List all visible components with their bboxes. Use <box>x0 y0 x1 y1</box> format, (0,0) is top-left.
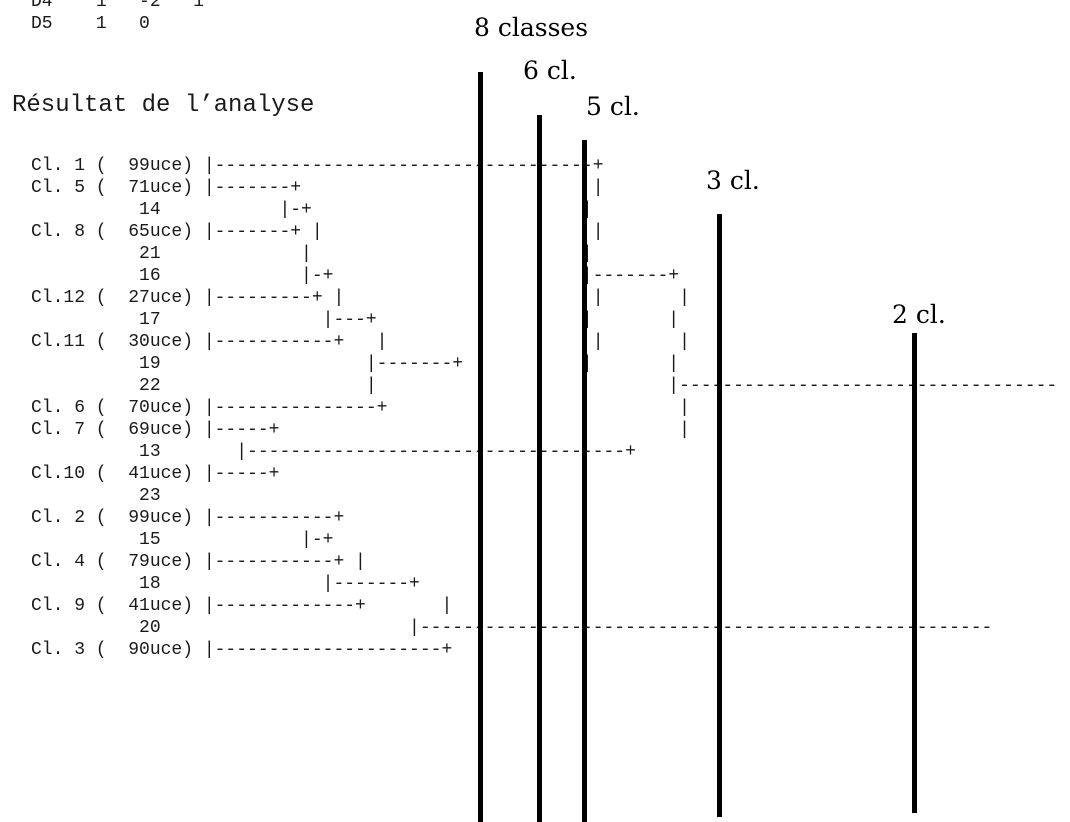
dendrogram-row: Cl. 9 ( 41uce) |-------------+ | <box>31 596 453 616</box>
cut-line-3-classes <box>717 214 722 817</box>
header-matrix-rows: D4 1 -2 1 D5 1 0 <box>31 0 204 35</box>
dendrogram-row: Cl.12 ( 27uce) |---------+ | | | <box>31 288 690 308</box>
dendrogram-row: Cl. 7 ( 69uce) |-----+ | <box>31 420 690 440</box>
dendrogram-row: Cl. 4 ( 79uce) |-----------+ | <box>31 552 366 572</box>
dendrogram-row: Cl. 3 ( 90uce) |---------------------+ <box>31 640 453 660</box>
dendrogram-row: 22 | |----------------------------------… <box>31 376 1058 396</box>
dendrogram-row: 15 |-+ <box>31 530 334 550</box>
dendrogram-row: 16 |-+ |-------+ <box>31 266 680 286</box>
dendrogram-row: Cl. 1 ( 99uce) |------------------------… <box>31 156 604 176</box>
dendrogram-row: Cl.11 ( 30uce) |-----------+ | | | <box>31 332 690 352</box>
dendrogram-tree: Cl. 1 ( 99uce) |------------------------… <box>31 155 1057 661</box>
header-row-d4: D4 1 -2 1 <box>31 0 204 12</box>
dendrogram-row: Cl. 5 ( 71uce) |-------+ | <box>31 178 604 198</box>
dendrogram-row: 20 |------------------------------------… <box>31 618 993 638</box>
result-title: Résultat de l’analyse <box>12 92 315 119</box>
dendrogram-row: 14 |-+ | <box>31 200 593 220</box>
dendrogram-row: Cl. 6 ( 70uce) |---------------+ | <box>31 398 690 418</box>
cut-line-8-classes <box>478 72 483 822</box>
cut-label-5-classes: 5 cl. <box>586 92 640 121</box>
dendrogram-row: Cl. 2 ( 99uce) |-----------+ <box>31 508 345 528</box>
cut-line-5-classes <box>582 140 587 822</box>
dendrogram-row: 13 |-----------------------------------+ <box>31 442 636 462</box>
cut-line-2-classes <box>912 333 917 813</box>
cut-label-3-classes: 3 cl. <box>706 166 760 195</box>
dendrogram-row: Cl. 8 ( 65uce) |-------+ | | <box>31 222 604 242</box>
cut-label-2-classes: 2 cl. <box>892 300 946 329</box>
header-row-d5: D5 1 0 <box>31 14 150 34</box>
cut-line-6-classes <box>537 115 542 822</box>
dendrogram-row: 23 <box>31 486 161 506</box>
dendrogram-row: Cl.10 ( 41uce) |-----+ <box>31 464 280 484</box>
cut-label-6-classes: 6 cl. <box>523 56 577 85</box>
cut-label-8-classes: 8 classes <box>474 13 589 42</box>
dendrogram-row: 21 | | <box>31 244 593 264</box>
dendrogram-row: 17 |---+ | | <box>31 310 680 330</box>
dendrogram-row: 18 |-------+ <box>31 574 420 594</box>
dendrogram-row: 19 |-------+ | | <box>31 354 680 374</box>
